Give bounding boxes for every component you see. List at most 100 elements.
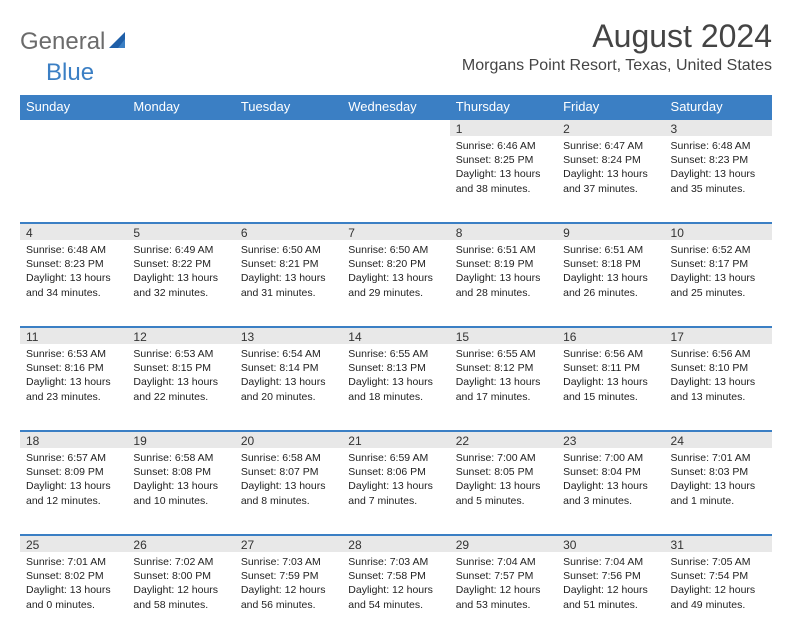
logo-text-general: General [20,28,105,56]
day-number: 1 [450,118,557,136]
weekday-header: Saturday [665,95,772,118]
day-content: Sunrise: 7:04 AMSunset: 7:57 PMDaylight:… [450,552,557,618]
day-number [342,118,449,136]
day-content: Sunrise: 7:00 AMSunset: 8:04 PMDaylight:… [557,448,664,514]
day-content: Sunrise: 6:46 AMSunset: 8:25 PMDaylight:… [450,136,557,202]
day-number-cell [20,118,127,136]
day-content-cell: Sunrise: 6:51 AMSunset: 8:19 PMDaylight:… [450,240,557,326]
day-content-cell: Sunrise: 6:56 AMSunset: 8:10 PMDaylight:… [665,344,772,430]
day-content-cell: Sunrise: 7:04 AMSunset: 7:56 PMDaylight:… [557,552,664,638]
day-content-cell: Sunrise: 6:55 AMSunset: 8:13 PMDaylight:… [342,344,449,430]
day-number-cell: 21 [342,430,449,448]
day-number: 26 [127,534,234,552]
day-number-cell: 22 [450,430,557,448]
day-content: Sunrise: 7:01 AMSunset: 8:02 PMDaylight:… [20,552,127,618]
day-content-cell: Sunrise: 6:57 AMSunset: 8:09 PMDaylight:… [20,448,127,534]
day-number-cell: 24 [665,430,772,448]
day-number: 17 [665,326,772,344]
day-content: Sunrise: 6:51 AMSunset: 8:18 PMDaylight:… [557,240,664,306]
day-number-cell: 14 [342,326,449,344]
day-content: Sunrise: 6:56 AMSunset: 8:10 PMDaylight:… [665,344,772,410]
day-number-cell: 7 [342,222,449,240]
week-content-row: Sunrise: 6:48 AMSunset: 8:23 PMDaylight:… [20,240,772,326]
day-number-cell: 13 [235,326,342,344]
day-content-cell: Sunrise: 7:02 AMSunset: 8:00 PMDaylight:… [127,552,234,638]
day-number: 14 [342,326,449,344]
day-number-cell: 1 [450,118,557,136]
day-content: Sunrise: 6:48 AMSunset: 8:23 PMDaylight:… [20,240,127,306]
day-content: Sunrise: 7:03 AMSunset: 7:59 PMDaylight:… [235,552,342,618]
day-content-cell [235,136,342,222]
day-content-cell: Sunrise: 6:50 AMSunset: 8:20 PMDaylight:… [342,240,449,326]
week-daynum-row: 11121314151617 [20,326,772,344]
day-number-cell: 15 [450,326,557,344]
day-content-cell: Sunrise: 7:03 AMSunset: 7:59 PMDaylight:… [235,552,342,638]
day-number: 31 [665,534,772,552]
day-number: 5 [127,222,234,240]
day-number: 2 [557,118,664,136]
day-content-cell: Sunrise: 7:03 AMSunset: 7:58 PMDaylight:… [342,552,449,638]
day-number-cell [127,118,234,136]
week-content-row: Sunrise: 6:46 AMSunset: 8:25 PMDaylight:… [20,136,772,222]
day-number-cell: 17 [665,326,772,344]
day-content-cell: Sunrise: 6:56 AMSunset: 8:11 PMDaylight:… [557,344,664,430]
day-number-cell: 20 [235,430,342,448]
day-number-cell: 30 [557,534,664,552]
day-number-cell: 25 [20,534,127,552]
weekday-header: Friday [557,95,664,118]
day-number [20,118,127,136]
day-content-cell: Sunrise: 7:04 AMSunset: 7:57 PMDaylight:… [450,552,557,638]
logo-sail-icon [109,30,131,55]
day-number-cell: 19 [127,430,234,448]
day-number: 9 [557,222,664,240]
logo: General [20,28,133,56]
day-number: 21 [342,430,449,448]
day-content: Sunrise: 6:52 AMSunset: 8:17 PMDaylight:… [665,240,772,306]
week-daynum-row: 25262728293031 [20,534,772,552]
day-number: 28 [342,534,449,552]
weekday-header-row: SundayMondayTuesdayWednesdayThursdayFrid… [20,95,772,118]
day-number-cell: 3 [665,118,772,136]
day-number: 11 [20,326,127,344]
day-number: 30 [557,534,664,552]
day-number-cell: 28 [342,534,449,552]
day-content: Sunrise: 7:01 AMSunset: 8:03 PMDaylight:… [665,448,772,514]
weekday-header: Wednesday [342,95,449,118]
day-number-cell [235,118,342,136]
day-number-cell [342,118,449,136]
day-content-cell: Sunrise: 6:46 AMSunset: 8:25 PMDaylight:… [450,136,557,222]
day-content-cell [342,136,449,222]
day-content-cell: Sunrise: 6:58 AMSunset: 8:08 PMDaylight:… [127,448,234,534]
logo-text-blue: Blue [46,59,94,87]
day-content: Sunrise: 6:47 AMSunset: 8:24 PMDaylight:… [557,136,664,202]
day-number-cell: 4 [20,222,127,240]
day-content-cell: Sunrise: 7:01 AMSunset: 8:02 PMDaylight:… [20,552,127,638]
location: Morgans Point Resort, Texas, United Stat… [462,57,772,75]
day-content: Sunrise: 6:58 AMSunset: 8:07 PMDaylight:… [235,448,342,514]
day-content-cell [127,136,234,222]
day-number: 16 [557,326,664,344]
day-number [235,118,342,136]
day-number: 29 [450,534,557,552]
day-content-cell: Sunrise: 6:55 AMSunset: 8:12 PMDaylight:… [450,344,557,430]
day-content: Sunrise: 6:56 AMSunset: 8:11 PMDaylight:… [557,344,664,410]
day-number-cell: 11 [20,326,127,344]
day-number: 10 [665,222,772,240]
week-daynum-row: 123 [20,118,772,136]
day-number-cell: 5 [127,222,234,240]
day-number: 6 [235,222,342,240]
day-number: 3 [665,118,772,136]
day-number: 12 [127,326,234,344]
day-content: Sunrise: 6:50 AMSunset: 8:20 PMDaylight:… [342,240,449,306]
day-content: Sunrise: 6:53 AMSunset: 8:16 PMDaylight:… [20,344,127,410]
day-number: 20 [235,430,342,448]
day-content-cell: Sunrise: 6:53 AMSunset: 8:16 PMDaylight:… [20,344,127,430]
weekday-header: Tuesday [235,95,342,118]
day-content: Sunrise: 6:59 AMSunset: 8:06 PMDaylight:… [342,448,449,514]
day-number-cell: 16 [557,326,664,344]
day-number: 25 [20,534,127,552]
day-content: Sunrise: 6:49 AMSunset: 8:22 PMDaylight:… [127,240,234,306]
day-number-cell: 8 [450,222,557,240]
day-number: 23 [557,430,664,448]
day-content-cell: Sunrise: 6:52 AMSunset: 8:17 PMDaylight:… [665,240,772,326]
